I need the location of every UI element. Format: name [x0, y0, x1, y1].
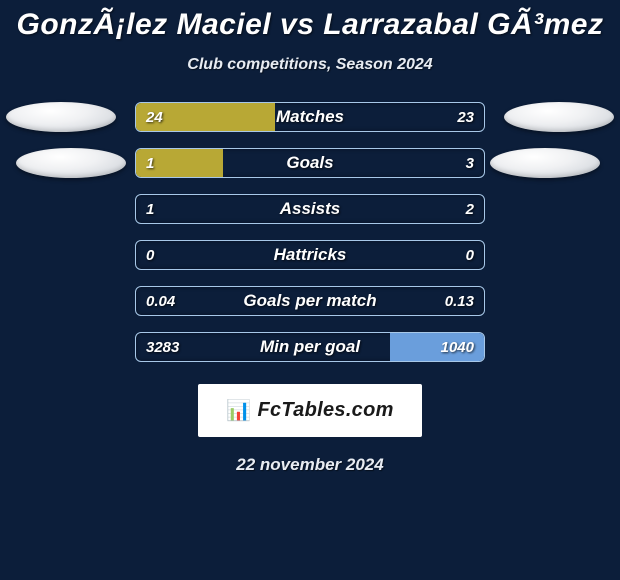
stat-row: 0 0Hattricks — [0, 240, 620, 270]
stat-value-left: 1 — [136, 195, 164, 223]
stat-value-right: 2 — [456, 195, 484, 223]
stat-label: Goals per match — [136, 287, 484, 315]
brand-name: FcTables.com — [257, 399, 393, 422]
stat-row: 13Goals — [0, 148, 620, 178]
stat-value-right: 3 — [456, 149, 484, 177]
stat-row: 32831040Min per goal — [0, 332, 620, 362]
stat-bar: 32831040Min per goal — [135, 332, 485, 362]
stat-value-right: 0.13 — [435, 287, 484, 315]
player-avatar-right — [504, 102, 614, 132]
player-avatar-right — [490, 148, 600, 178]
brand-badge: 📊 FcTables.com — [198, 384, 421, 437]
stat-value-left: 0.04 — [136, 287, 185, 315]
page-title: GonzÃ¡lez Maciel vs Larrazabal GÃ³mez — [0, 8, 620, 42]
stat-bar: 2423Matches — [135, 102, 485, 132]
stat-row: 2423Matches — [0, 102, 620, 132]
fill-left — [136, 103, 275, 131]
stat-value-right: 0 — [456, 241, 484, 269]
fill-left — [136, 149, 223, 177]
player-avatar-left — [16, 148, 126, 178]
date-label: 22 november 2024 — [0, 455, 620, 475]
fill-right — [390, 333, 484, 361]
stat-row: 1 2Assists — [0, 194, 620, 224]
stat-value-left: 0 — [136, 241, 164, 269]
brand-icon: 📊 — [226, 398, 251, 423]
stat-bar: 1 2Assists — [135, 194, 485, 224]
comparison-card: GonzÃ¡lez Maciel vs Larrazabal GÃ³mez Cl… — [0, 0, 620, 475]
player-avatar-left — [6, 102, 116, 132]
stat-value-left: 3283 — [136, 333, 189, 361]
stat-row: 0.04 0.13Goals per match — [0, 286, 620, 316]
stat-value-right: 23 — [447, 103, 484, 131]
stats-area: 2423Matches 13Goals 1 2Assists 0 0Hattricks 0.… — [0, 102, 620, 362]
page-subtitle: Club competitions, Season 2024 — [0, 56, 620, 74]
stat-label: Assists — [136, 195, 484, 223]
stat-bar: 13Goals — [135, 148, 485, 178]
stat-bar: 0.04 0.13Goals per match — [135, 286, 485, 316]
stat-bar: 0 0Hattricks — [135, 240, 485, 270]
stat-label: Hattricks — [136, 241, 484, 269]
